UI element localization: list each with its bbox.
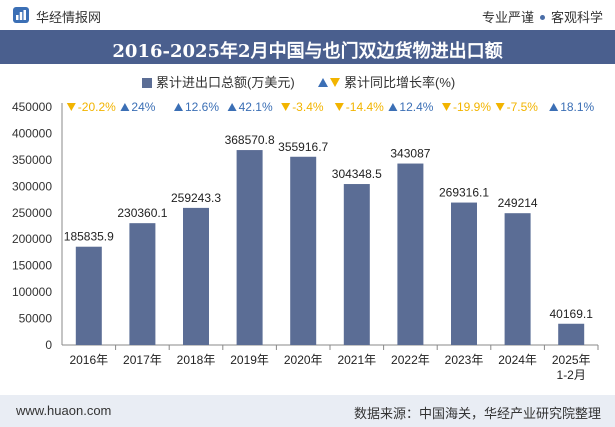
chart-title: 2016-2025年2月中国与也门双边货物进出口额 — [112, 41, 503, 62]
legend-bar-label: 累计进出口总额(万美元) — [156, 75, 295, 90]
growth-rate-label: 24% — [131, 100, 155, 114]
x-tick-label: 2016年 — [69, 353, 108, 367]
tagline: 专业严谨 客观科学 — [482, 7, 603, 26]
y-tick-label: 400000 — [12, 126, 52, 140]
bar-value-label: 304348.5 — [332, 167, 382, 181]
growth-rate-label: -7.5% — [507, 100, 539, 114]
bar-value-label: 40169.1 — [550, 307, 594, 321]
growth-rate-label: 12.4% — [399, 100, 433, 114]
growth-rate-label: -14.4% — [346, 100, 384, 114]
x-tick-label: 2019年 — [230, 353, 269, 367]
bar-value-label: 269316.1 — [439, 186, 489, 200]
bar-value-label: 249214 — [498, 196, 538, 210]
footer-source: 数据来源：中国海关，华经产业研究院整理 — [353, 406, 601, 421]
x-tick-label: 2023年 — [445, 353, 484, 367]
bar-value-label: 368570.8 — [225, 133, 275, 147]
bar — [451, 202, 477, 345]
legend-bar-swatch — [142, 77, 152, 88]
growth-down-triangle — [495, 103, 505, 111]
huajing-logo-icon — [13, 7, 29, 23]
x-tick-label: 1-2月 — [557, 368, 586, 382]
y-tick-label: 100000 — [12, 285, 52, 299]
growth-down-triangle — [66, 103, 76, 111]
bar — [504, 213, 531, 345]
bar-value-label: 259243.3 — [171, 191, 221, 205]
bar-chart: 0 50000 100000 150000 200000 250000 300000 3500… — [12, 100, 599, 382]
y-tick-label: 0 — [45, 338, 52, 352]
x-tick-label: 2021年 — [337, 353, 376, 367]
bar — [343, 184, 370, 345]
growth-up-triangle — [388, 103, 398, 111]
legend-item-total: 累计进出口总额(万美元) — [142, 72, 295, 91]
x-tick-label: 2022年 — [391, 353, 430, 367]
growth-down-triangle — [281, 103, 291, 111]
title-bar — [0, 30, 615, 64]
bar-value-label: 230360.1 — [117, 206, 167, 220]
bar-value-label: 343087 — [390, 147, 430, 161]
growth-rate-label: -19.9% — [453, 100, 491, 114]
growth-rate-label: 18.1% — [560, 100, 594, 114]
growth-down-triangle — [442, 103, 451, 111]
growth-rate-label: 12.6% — [185, 100, 219, 114]
x-tick-label: 2025年 — [552, 353, 591, 367]
chart-legend: 累计进出口总额(万美元) 累计同比增长率(%) — [0, 70, 615, 90]
growth-up-triangle — [227, 103, 237, 111]
bar — [236, 150, 263, 345]
y-tick-label: 300000 — [12, 179, 52, 193]
x-tick-label: 2018年 — [177, 353, 216, 367]
bar — [183, 207, 209, 345]
x-tick-label: 2017年 — [123, 353, 162, 367]
growth-down-triangle — [334, 103, 344, 111]
legend-growth-label: 累计同比增长率(%) — [344, 75, 456, 90]
footer-bar — [0, 395, 615, 427]
y-tick-label: 150000 — [12, 259, 52, 273]
bar — [75, 246, 102, 345]
top-bar: 华经情报网 专业严谨 客观科学 — [0, 0, 615, 30]
bar — [397, 163, 424, 345]
tagline-dot — [539, 15, 545, 21]
site-name: 华经情报网 — [36, 10, 102, 25]
y-tick-label: 350000 — [12, 153, 52, 167]
bar-value-label: 185835.9 — [64, 230, 114, 244]
tagline-left: 专业严谨 — [481, 10, 534, 25]
bar — [129, 223, 156, 345]
growth-up-triangle — [174, 103, 183, 111]
tagline-right: 客观科学 — [550, 10, 603, 25]
growth-rate-label: -20.2% — [78, 100, 116, 114]
x-tick-label: 2020年 — [284, 353, 323, 367]
growth-up-triangle — [549, 103, 559, 111]
y-tick-label: 50000 — [19, 312, 53, 326]
x-tick-label: 2024年 — [498, 353, 537, 367]
growth-up-triangle — [120, 103, 130, 111]
y-tick-label: 450000 — [12, 100, 52, 114]
bar — [290, 156, 317, 345]
bar — [558, 323, 585, 345]
legend-item-growth: 累计同比增长率(%) — [318, 72, 455, 91]
growth-rate-label: 42.1% — [239, 100, 273, 114]
y-tick-label: 200000 — [12, 232, 52, 246]
growth-rate-label: -3.4% — [292, 100, 324, 114]
y-tick-label: 250000 — [12, 206, 52, 220]
legend-up-triangle-icon — [318, 78, 328, 88]
legend-down-triangle-icon — [330, 78, 340, 88]
footer-website: www.huaon.com — [16, 403, 112, 418]
bar-value-label: 355916.7 — [278, 140, 328, 154]
